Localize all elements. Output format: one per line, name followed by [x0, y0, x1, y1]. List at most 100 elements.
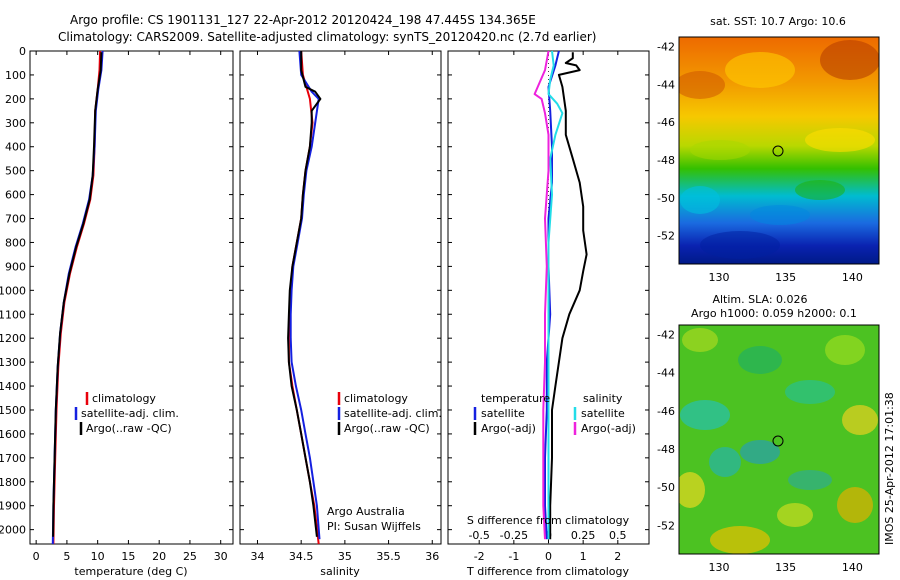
x-tick-label: 5	[63, 550, 70, 563]
legend-title-temperature: temperature	[481, 392, 550, 405]
y-tick-label: 300	[5, 117, 26, 130]
x-tick-label: 20	[152, 550, 166, 563]
map-y-tick-label: -48	[657, 154, 675, 167]
series-line-t-argo-adj-	[549, 52, 588, 540]
y-tick-label: 200	[5, 93, 26, 106]
map-y-tick-label: -46	[657, 116, 675, 129]
y-tick-label: 1500	[0, 404, 26, 417]
argo-location-marker	[772, 435, 784, 447]
legend-title-salinity: salinity	[583, 392, 623, 405]
map-y-tick-label: -44	[657, 367, 675, 380]
map-y-tick-label: -46	[657, 405, 675, 418]
legend-label-satellite: satellite-adj. clim.	[344, 407, 442, 420]
y-tick-label: 400	[5, 141, 26, 154]
x-tick-label: -1	[508, 550, 519, 563]
temperature-legend: climatology satellite-adj. clim. Argo(..…	[74, 392, 179, 435]
series-line-s-argo-adj-	[533, 50, 550, 540]
x-tick-label: 35	[338, 550, 352, 563]
legend-label-t-argo: Argo(-adj)	[481, 422, 536, 435]
x-tick-label: 34	[250, 550, 264, 563]
y-tick-label: 800	[5, 236, 26, 249]
difference-legend: temperature satellite Argo(-adj) salinit…	[473, 392, 636, 435]
map-x-tick-label: 130	[709, 271, 730, 284]
x-tick-label: 0	[33, 550, 40, 563]
temperature-axes	[29, 50, 234, 545]
y-tick-label: 1600	[0, 428, 26, 441]
y-tick-label: 500	[5, 165, 26, 178]
map-y-tick-label: -50	[657, 481, 675, 494]
y-tick-label: 700	[5, 213, 26, 226]
y-tick-label: 1000	[0, 284, 26, 297]
difference-xlabel: T difference from climatology	[466, 565, 629, 578]
legend-label-climatology: climatology	[92, 392, 156, 405]
y-tick-label: 900	[5, 260, 26, 273]
imos-credit: IMOS 25-Apr-2012 17:01:38	[883, 392, 896, 545]
series-line-argo-raw-qc-	[287, 51, 322, 537]
map-y-tick-label: -52	[657, 230, 675, 243]
map-y-tick-label: -50	[657, 192, 675, 205]
y-tick-label: 600	[5, 189, 26, 202]
x-tick-label: 34.5	[289, 550, 314, 563]
map-x-tick-label: 135	[775, 561, 796, 574]
y-tick-label: 1800	[0, 476, 26, 489]
y-tick-label: 1900	[0, 500, 26, 513]
x-tick-label-top: 0.25	[571, 529, 596, 542]
x-tick-label-top: -0.25	[500, 529, 528, 542]
sst-map-frame	[678, 36, 880, 265]
x-tick-label: 36	[425, 550, 439, 563]
x-tick-label: 1	[580, 550, 587, 563]
sla-map: Altim. SLA: 0.026 Argo h1000: 0.059 h200…	[678, 293, 880, 555]
map-x-tick-label: 135	[775, 271, 796, 284]
legend-label-satellite: satellite-adj. clim.	[81, 407, 179, 420]
legend-label-s-satellite: satellite	[581, 407, 625, 420]
y-tick-label: 0	[19, 45, 26, 58]
map-y-tick-label: -42	[657, 40, 675, 53]
y-tick-label: 1700	[0, 452, 26, 465]
x-tick-label: 35.5	[376, 550, 401, 563]
series-line-argo-raw-qc-	[52, 52, 103, 537]
map-y-tick-label: -48	[657, 443, 675, 456]
y-tick-label: 100	[5, 69, 26, 82]
x-tick-label: 15	[121, 550, 135, 563]
x-tick-label: 0	[545, 550, 552, 563]
salinity-legend: climatology satellite-adj. clim. Argo(..…	[337, 392, 442, 435]
map-x-tick-label: 140	[842, 271, 863, 284]
series-line-climatology	[52, 50, 102, 545]
sst-map: sat. SST: 10.7 Argo: 10.6	[678, 15, 880, 265]
sst-map-title: sat. SST: 10.7 Argo: 10.6	[710, 15, 846, 28]
y-tick-label: 1400	[0, 380, 26, 393]
x-tick-label: 2	[614, 550, 621, 563]
y-tick-label: 2000	[0, 524, 26, 537]
legend-label-argo: Argo(..raw -QC)	[344, 422, 430, 435]
x-tick-label: -2	[474, 550, 485, 563]
map-x-tick-label: 140	[842, 561, 863, 574]
series-line-satellite-adj-clim-	[289, 50, 321, 540]
sla-map-subtitle: Argo h1000: 0.059 h2000: 0.1	[691, 307, 857, 320]
x-tick-label: 30	[214, 550, 228, 563]
sla-map-frame	[678, 324, 880, 555]
y-tick-label: 1300	[0, 356, 26, 369]
x-tick-label: 25	[183, 550, 197, 563]
x-tick-label: 10	[91, 550, 105, 563]
title-line-2: Climatology: CARS2009. Satellite-adjuste…	[58, 30, 596, 44]
map-y-tick-label: -52	[657, 519, 675, 532]
x-tick-label-top: 0.5	[609, 529, 627, 542]
argo-australia-label: Argo Australia	[327, 505, 405, 518]
x-tick-label-top: -0.5	[468, 529, 489, 542]
map-y-tick-label: -42	[657, 329, 675, 342]
legend-label-climatology: climatology	[344, 392, 408, 405]
series-line-s-satellite	[547, 50, 564, 540]
temperature-xlabel: temperature (deg C)	[74, 565, 187, 578]
argo-location-marker	[772, 145, 784, 157]
map-x-tick-label: 130	[709, 561, 730, 574]
pi-label: PI: Susan Wijffels	[327, 520, 421, 533]
legend-label-s-argo: Argo(-adj)	[581, 422, 636, 435]
legend-label-argo: Argo(..raw -QC)	[86, 422, 172, 435]
salinity-xlabel: salinity	[320, 565, 360, 578]
difference-xlabel-top: S difference from climatology	[467, 514, 630, 527]
y-tick-label: 1200	[0, 332, 26, 345]
map-y-tick-label: -44	[657, 78, 675, 91]
sla-map-title: Altim. SLA: 0.026	[712, 293, 807, 306]
legend-label-t-satellite: satellite	[481, 407, 525, 420]
